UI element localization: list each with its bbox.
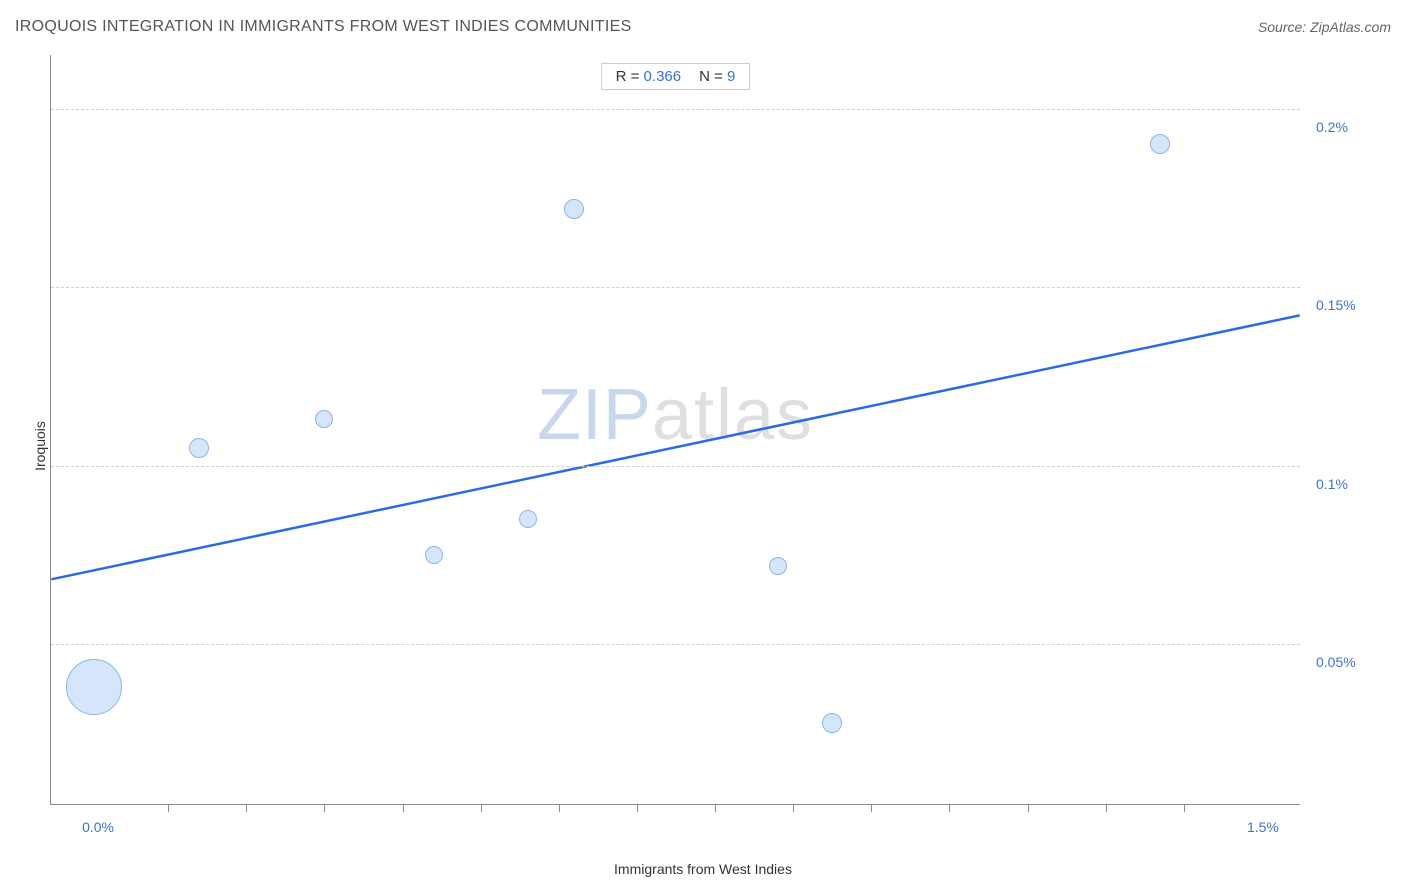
x-tick-label: 0.0% — [82, 819, 114, 835]
scatter-point — [519, 510, 537, 528]
x-tick — [1184, 804, 1185, 812]
x-tick — [1028, 804, 1029, 812]
gridline-h — [51, 644, 1300, 645]
x-tick — [871, 804, 872, 812]
x-tick — [559, 804, 560, 812]
scatter-point — [425, 546, 443, 564]
y-axis-label: Iroquois — [32, 421, 48, 471]
watermark-part1: ZIP — [537, 375, 652, 455]
x-tick — [168, 804, 169, 812]
x-tick — [715, 804, 716, 812]
y-tick-label: 0.15% — [1316, 297, 1356, 313]
n-stat: N = 9 — [699, 68, 735, 85]
x-tick — [949, 804, 950, 812]
x-tick — [1106, 804, 1107, 812]
watermark-part2: atlas — [652, 375, 814, 455]
trendline-svg — [51, 55, 1300, 804]
gridline-h — [51, 466, 1300, 467]
x-tick — [793, 804, 794, 812]
gridline-h — [51, 287, 1300, 288]
r-label: R = — [616, 68, 640, 85]
scatter-point — [66, 659, 122, 715]
x-tick — [324, 804, 325, 812]
chart-title: IROQUOIS INTEGRATION IN IMMIGRANTS FROM … — [15, 18, 632, 36]
x-tick — [637, 804, 638, 812]
source-attribution: Source: ZipAtlas.com — [1258, 19, 1391, 35]
gridline-h — [51, 109, 1300, 110]
x-tick — [403, 804, 404, 812]
x-tick — [246, 804, 247, 812]
y-tick-label: 0.1% — [1316, 476, 1348, 492]
y-tick-label: 0.2% — [1316, 119, 1348, 135]
r-stat: R = 0.366 — [616, 68, 681, 85]
y-tick-label: 0.05% — [1316, 654, 1356, 670]
watermark: ZIPatlas — [537, 374, 814, 456]
x-tick — [481, 804, 482, 812]
x-tick-label: 1.5% — [1247, 819, 1279, 835]
trendline — [51, 315, 1299, 579]
scatter-plot-area: ZIPatlas R = 0.366 N = 9 0.05%0.1%0.15%0… — [50, 55, 1300, 805]
n-label: N = — [699, 68, 723, 85]
scatter-point — [1150, 134, 1170, 154]
stats-box: R = 0.366 N = 9 — [601, 63, 751, 90]
scatter-point — [822, 713, 842, 733]
n-value: 9 — [727, 68, 735, 85]
r-value: 0.366 — [644, 68, 682, 85]
x-axis-label: Immigrants from West Indies — [614, 861, 792, 877]
scatter-point — [769, 557, 787, 575]
scatter-point — [564, 199, 584, 219]
scatter-point — [189, 438, 209, 458]
scatter-point — [315, 410, 333, 428]
